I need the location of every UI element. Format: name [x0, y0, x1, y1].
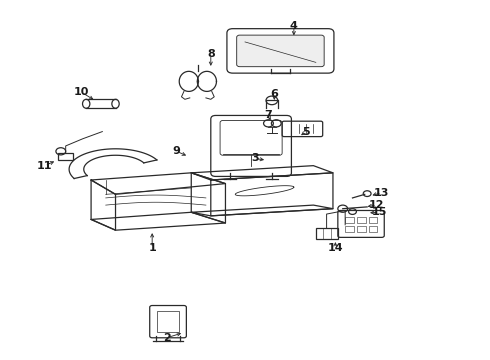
Bar	[345, 217, 354, 223]
Text: 8: 8	[207, 49, 215, 59]
Text: 12: 12	[369, 200, 385, 210]
Text: 13: 13	[374, 188, 390, 198]
Text: 10: 10	[74, 87, 89, 97]
Text: 5: 5	[302, 127, 310, 136]
Text: 4: 4	[290, 21, 298, 31]
Text: 3: 3	[251, 153, 259, 163]
Text: 11: 11	[37, 161, 52, 171]
Bar	[368, 226, 377, 232]
Bar	[357, 226, 366, 232]
Bar	[157, 311, 179, 332]
Text: 9: 9	[172, 146, 180, 156]
Text: 6: 6	[270, 89, 278, 99]
Bar	[368, 217, 377, 223]
Bar	[345, 226, 354, 232]
Text: 1: 1	[148, 243, 156, 253]
Text: 2: 2	[163, 333, 171, 343]
Text: 14: 14	[328, 243, 343, 253]
FancyBboxPatch shape	[237, 35, 324, 67]
Text: 15: 15	[372, 207, 387, 217]
Text: 7: 7	[265, 111, 272, 121]
Bar	[357, 217, 366, 223]
